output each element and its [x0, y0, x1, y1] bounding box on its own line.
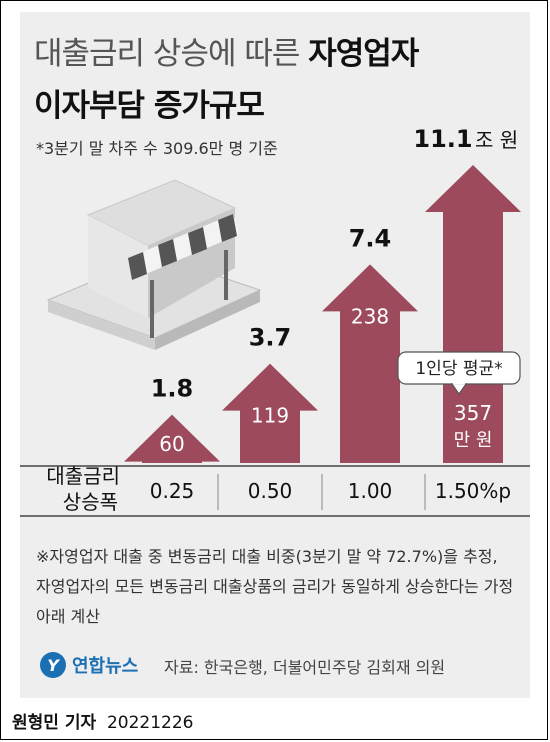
source-note: 자료: 한국은행, 더불어민주당 김회재 의원 — [164, 658, 446, 677]
category-label: 1.00 — [348, 479, 393, 503]
labels-layer: 1.8 60 3.7 119 7.4 238 11.1 조 원 357 만 원 — [151, 125, 518, 456]
byline: 원형민 기자 20221226 — [12, 708, 193, 733]
bars-layer — [124, 165, 521, 463]
yonhap-logo-text: 연합뉴스 — [72, 656, 139, 677]
yonhap-logo: Y 연합뉴스 — [40, 648, 138, 682]
bar-arrow — [322, 264, 418, 463]
shop-illustration — [46, 179, 262, 350]
per-person-value: 238 — [351, 304, 389, 328]
per-person-value: 60 — [159, 432, 184, 456]
category-label: 1.50%p — [435, 479, 511, 503]
per-person-unit: 만 원 — [454, 430, 493, 451]
per-person-callout: 1인당 평균* — [397, 351, 521, 396]
value-unit-label: 조 원 — [475, 128, 518, 152]
row-label-line2: 상승폭 — [63, 490, 118, 514]
category-labels: 0.25 0.50 1.00 1.50%p — [150, 479, 511, 503]
category-label: 0.50 — [248, 479, 293, 503]
chart-title-line2: 이자부담 증가규모 — [34, 88, 265, 124]
row-label-line1: 대출금리 — [46, 464, 120, 488]
publish-date: 20221226 — [106, 713, 194, 733]
yonhap-logo-icon: Y — [40, 652, 66, 678]
chart-subtitle: *3분기 말 차주 수 309.6만 명 기준 — [36, 139, 278, 158]
per-person-callout-text: 1인당 평균* — [415, 359, 502, 379]
chart-title-line1: 대출금리 상승에 따른 자영업자 — [34, 36, 419, 72]
bar-arrow — [222, 363, 318, 463]
value-label: 11.1 — [413, 125, 472, 153]
footnote: ※자영업자 대출 중 변동금리 대출 비중(3분기 말 약 72.7%)을 추정… — [36, 547, 514, 626]
category-label: 0.25 — [150, 479, 195, 503]
value-label: 1.8 — [151, 375, 194, 403]
reporter-name: 원형민 기자 — [12, 713, 97, 733]
bar-arrow — [425, 165, 521, 463]
value-label: 3.7 — [249, 324, 292, 352]
per-person-value: 119 — [251, 404, 289, 428]
per-person-value: 357 — [454, 401, 492, 425]
bar-arrow — [124, 414, 220, 463]
value-label: 7.4 — [349, 224, 392, 252]
